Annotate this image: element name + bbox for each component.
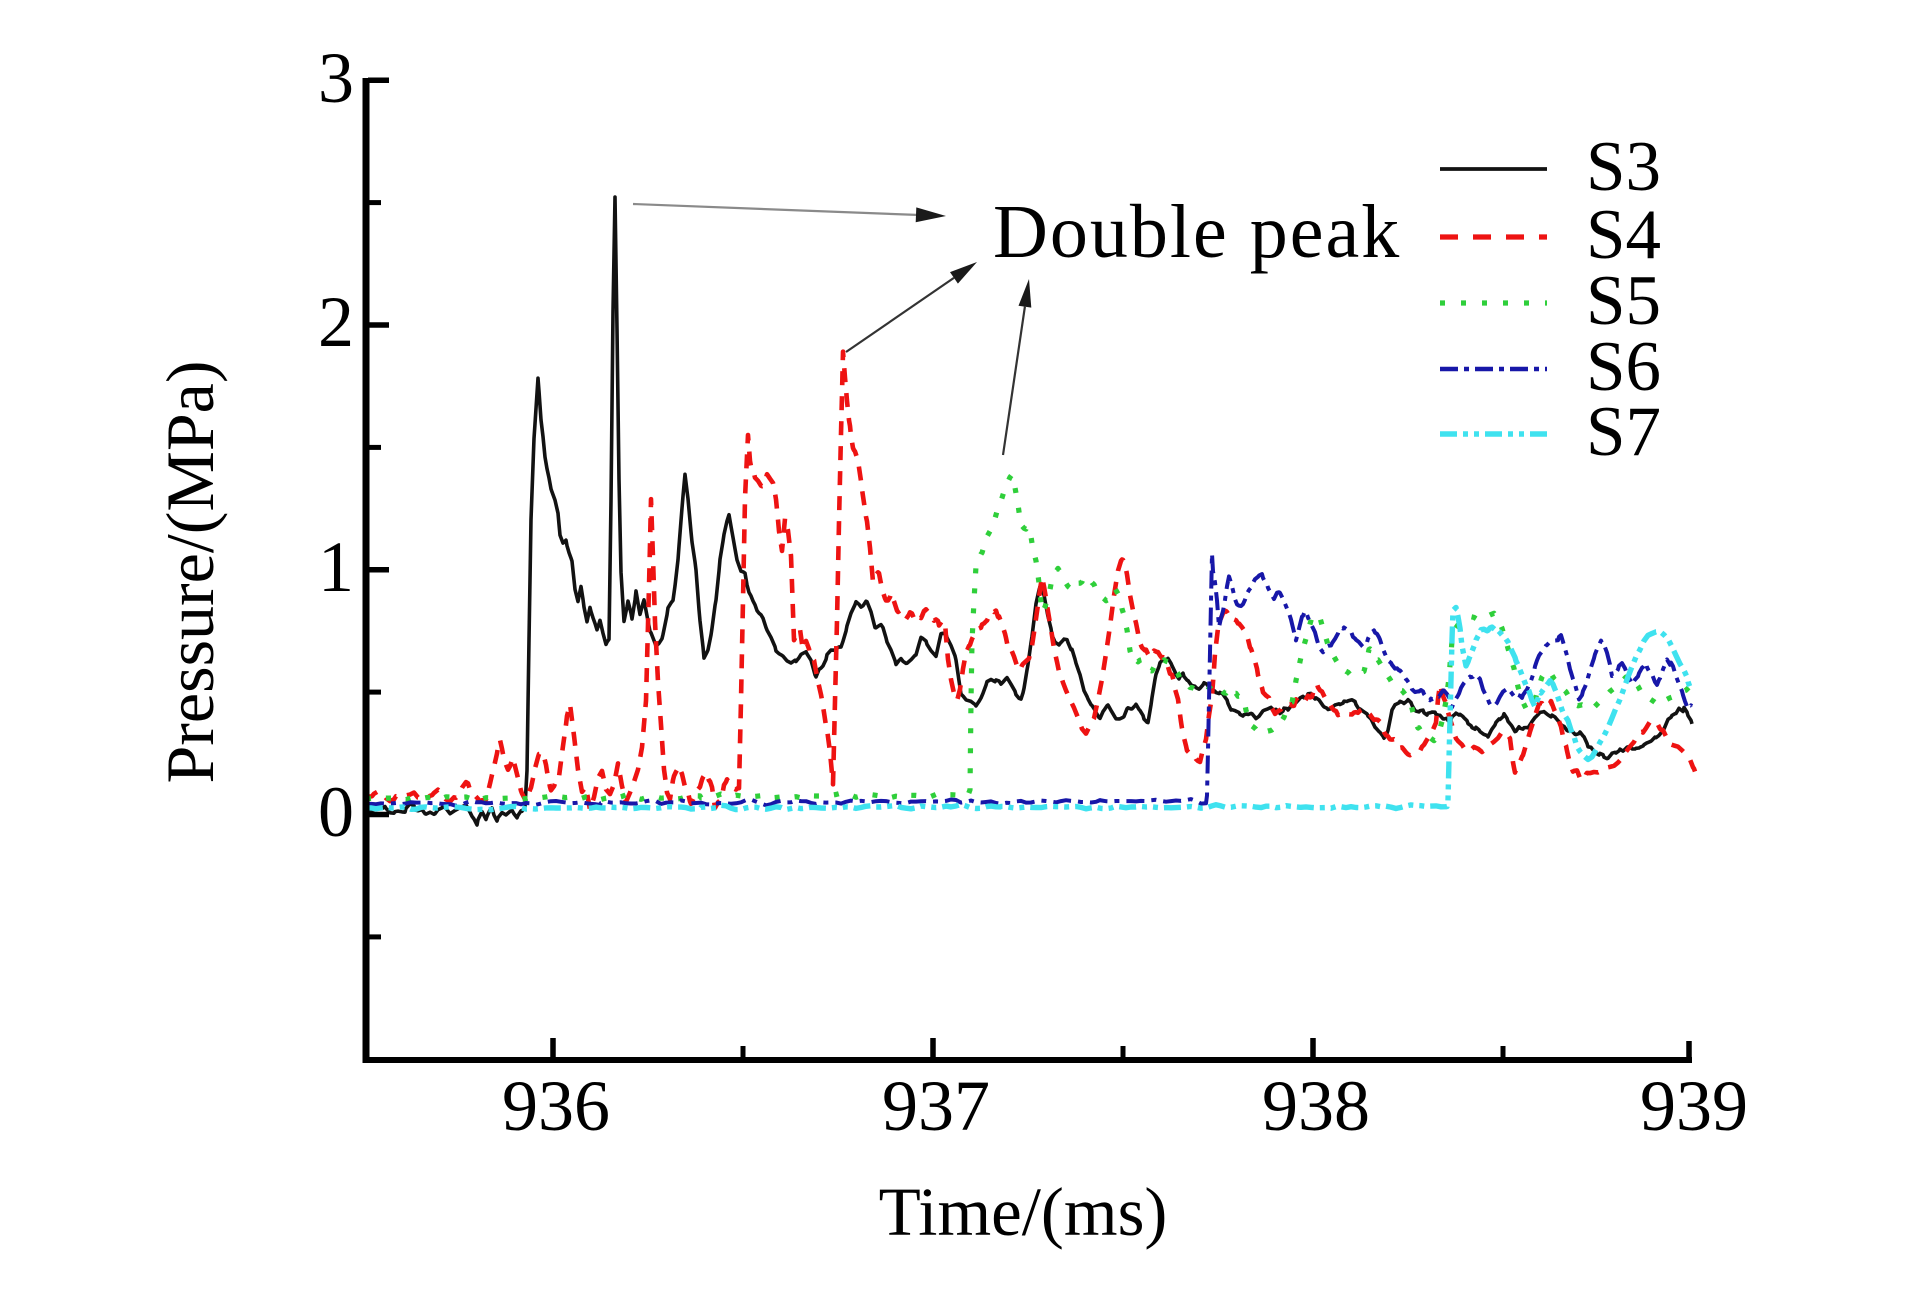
svg-text:1: 1	[318, 527, 354, 607]
svg-text:Pressure/(MPa): Pressure/(MPa)	[152, 360, 228, 783]
svg-text:937: 937	[882, 1066, 990, 1146]
svg-text:S6: S6	[1586, 328, 1661, 406]
svg-text:0: 0	[318, 772, 354, 852]
svg-text:936: 936	[502, 1066, 610, 1146]
svg-text:S3: S3	[1586, 128, 1661, 206]
svg-text:939: 939	[1640, 1066, 1748, 1146]
svg-text:S7: S7	[1586, 393, 1661, 471]
svg-text:3: 3	[318, 38, 354, 118]
svg-text:2: 2	[318, 282, 354, 362]
svg-text:S4: S4	[1586, 196, 1661, 274]
svg-text:938: 938	[1262, 1066, 1370, 1146]
svg-text:Time/(ms): Time/(ms)	[879, 1174, 1168, 1250]
svg-text:S5: S5	[1586, 262, 1661, 340]
svg-text:Double peak: Double peak	[993, 190, 1401, 274]
